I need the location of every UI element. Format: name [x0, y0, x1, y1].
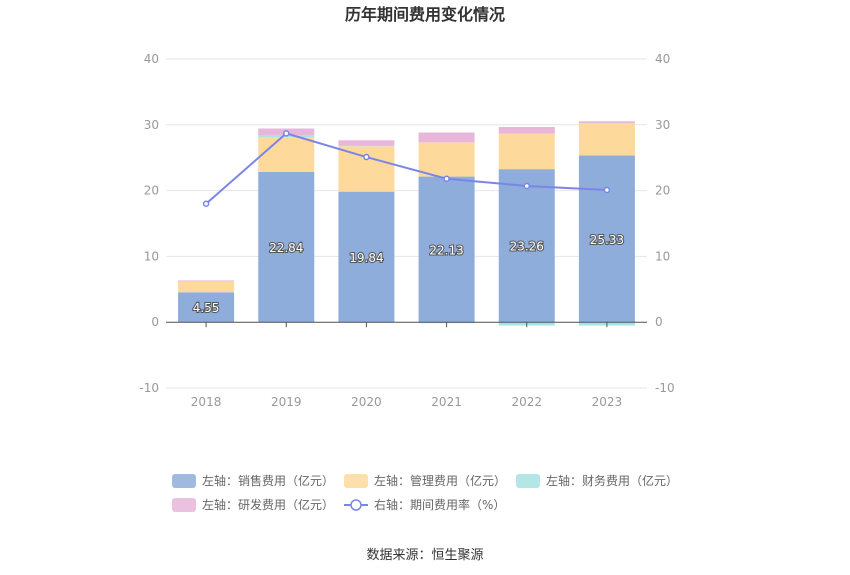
legend-label: 左轴：研发费用（亿元）	[202, 497, 334, 512]
y-axis-right: 40 30 20 10 0 -10	[655, 52, 675, 395]
y-right-tick-label: 0	[655, 315, 663, 329]
y-left-tick-label: 20	[144, 184, 159, 198]
rate-point[interactable]	[202, 200, 210, 208]
x-tick-label: 2020	[351, 395, 382, 409]
legend-swatch	[172, 474, 196, 488]
y-right-tick-label: 10	[655, 249, 670, 263]
legend-label: 左轴：财务费用（亿元）	[546, 473, 678, 488]
x-tick-label: 2022	[511, 395, 542, 409]
bar-value-label: 23.26	[510, 240, 544, 254]
legend-label: 右轴：期间费用率（%）	[374, 497, 505, 512]
rate-point[interactable]	[363, 153, 370, 161]
bar-segment[interactable]	[338, 145, 395, 147]
bar-segment[interactable]	[498, 133, 555, 170]
bar-labels: 4.55 22.84 19.84 22.13 23.26 25.33	[192, 232, 625, 316]
legend-swatch	[344, 474, 368, 488]
bar-segment[interactable]	[498, 169, 555, 323]
legend[interactable]: 左轴：销售费用（亿元） 左轴：管理费用（亿元） 左轴：财务费用（亿元） 左轴：研发费用…	[172, 473, 678, 512]
legend-item[interactable]: 左轴：研发费用（亿元）	[172, 497, 334, 512]
x-tick-label: 2018	[191, 395, 222, 409]
x-axis: 2018 2019 2020 2021 2022 2023	[166, 321, 647, 409]
bar-segment[interactable]	[418, 176, 475, 323]
y-right-tick-label: 20	[655, 184, 670, 198]
y-right-tick-label: -10	[655, 381, 675, 395]
bar-value-label: 22.13	[429, 243, 463, 257]
bar-value-label: 22.84	[269, 241, 303, 255]
bar-segment[interactable]	[178, 281, 235, 293]
rate-point[interactable]	[603, 186, 611, 194]
bar-segment[interactable]	[178, 281, 235, 282]
legend-label: 左轴：管理费用（亿元）	[374, 473, 506, 488]
legend-item[interactable]: 右轴：期间费用率（%）	[344, 497, 505, 512]
legend-swatch	[172, 498, 196, 512]
bar-segment[interactable]	[418, 142, 475, 177]
legend-swatch	[516, 474, 540, 488]
legend-item[interactable]: 左轴：管理费用（亿元）	[344, 473, 506, 488]
x-tick-label: 2021	[431, 395, 462, 409]
y-right-tick-label: 40	[655, 52, 670, 66]
rate-point[interactable]	[283, 130, 290, 137]
y-right-tick-label: 30	[655, 118, 670, 132]
bar-value-label: 25.33	[590, 233, 624, 247]
rate-point[interactable]	[523, 182, 530, 190]
bar-value-label: 19.84	[349, 251, 383, 265]
x-tick-label: 2023	[592, 395, 623, 409]
bar-value-label: 4.55	[193, 301, 220, 315]
y-left-tick-label: 30	[144, 118, 159, 132]
bar-segment[interactable]	[178, 292, 235, 323]
bar-segment[interactable]	[338, 146, 395, 192]
bar-segment[interactable]	[258, 137, 315, 172]
rate-line	[202, 130, 611, 208]
grid	[166, 58, 647, 389]
data-source: 数据来源：恒生聚源	[366, 548, 483, 563]
bar-segment[interactable]	[338, 140, 395, 146]
y-axis-left: 40 30 20 10 0 -10	[139, 52, 159, 395]
y-left-tick-label: 0	[151, 315, 159, 329]
legend-item[interactable]: 左轴：财务费用（亿元）	[516, 473, 678, 488]
bar-segment[interactable]	[418, 132, 475, 143]
bar-segment[interactable]	[578, 123, 635, 156]
bar-segment[interactable]	[178, 280, 235, 282]
chart-title: 历年期间费用变化情况	[345, 5, 505, 24]
bar-segment[interactable]	[338, 191, 395, 323]
bars	[178, 121, 635, 326]
rate-line-path	[205, 132, 607, 205]
legend-marker	[350, 499, 362, 511]
bar-segment[interactable]	[578, 121, 635, 124]
bar-segment[interactable]	[578, 155, 635, 323]
y-left-tick-label: 40	[144, 52, 159, 66]
bar-segment[interactable]	[498, 127, 555, 134]
bar-segment[interactable]	[258, 171, 315, 323]
rate-point[interactable]	[443, 175, 450, 183]
y-left-tick-label: -10	[139, 381, 159, 395]
x-tick-label: 2019	[271, 395, 302, 409]
legend-item[interactable]: 左轴：销售费用（亿元）	[172, 473, 334, 488]
y-left-tick-label: 10	[144, 249, 159, 263]
legend-label: 左轴：销售费用（亿元）	[202, 473, 334, 488]
